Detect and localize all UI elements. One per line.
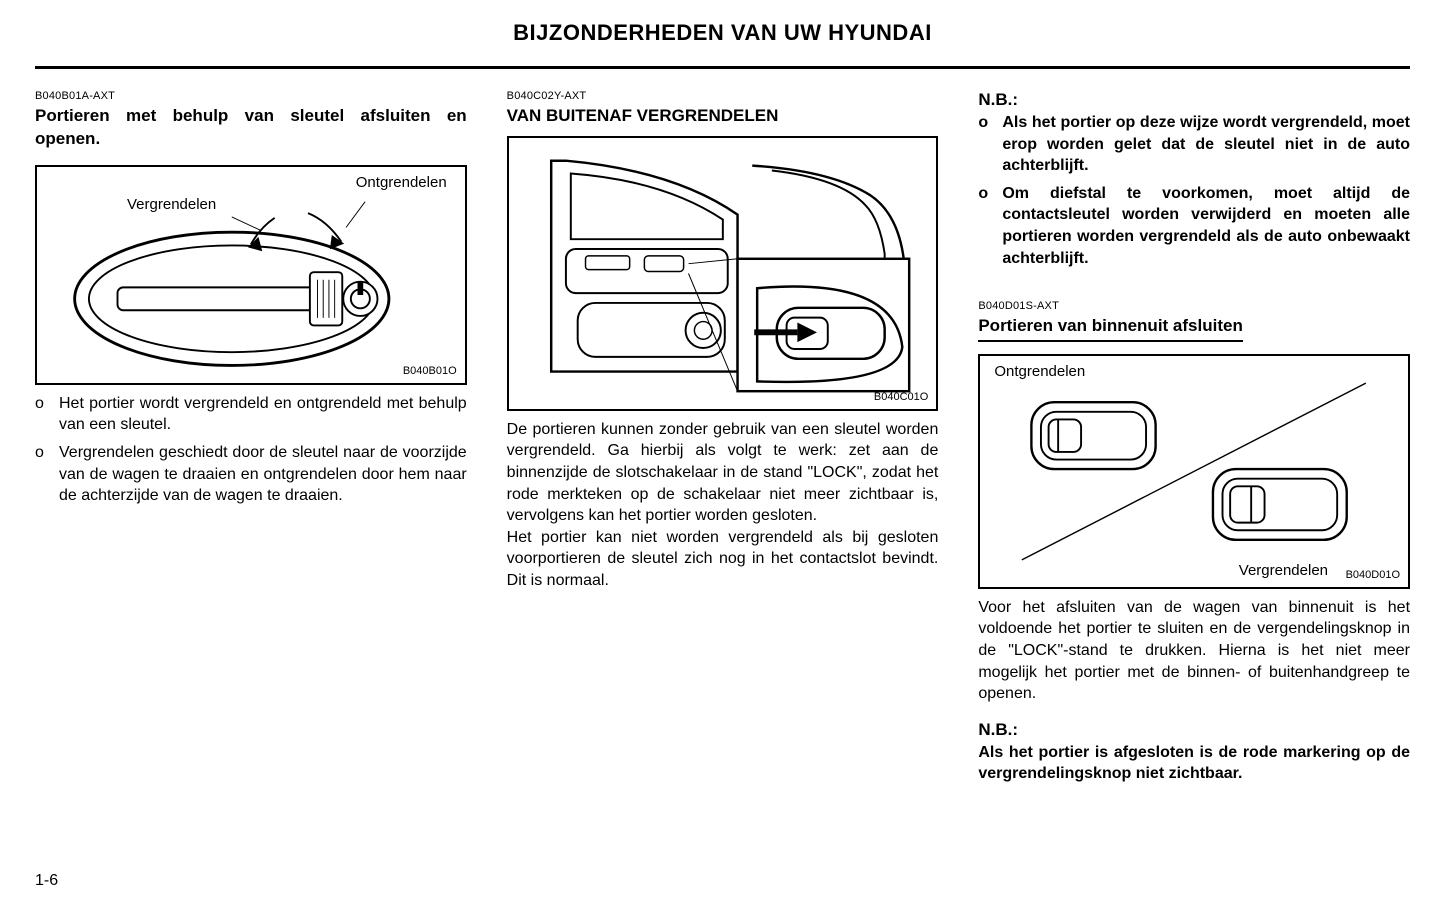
column-1: B040B01A-AXT Portieren met behulp van sl… (35, 89, 467, 785)
figure-1-lock-label: Vergrendelen (127, 195, 216, 215)
bullet-marker: o (978, 183, 992, 269)
column-3: N.B.: o Als het portier op deze wijze wo… (978, 89, 1410, 785)
col1-bullet-2-text: Vergrendelen geschiedt door de sleutel n… (59, 442, 467, 507)
figure-2-box: B040C01O (507, 136, 939, 411)
bullet-marker: o (35, 442, 49, 507)
figure-1-box: Ontgrendelen Vergrendelen (35, 165, 467, 385)
bullet-marker: o (978, 112, 992, 177)
nb2-body: Als het portier is afgesloten is de rode… (978, 742, 1410, 785)
figure-3-box: Ontgrendelen Vergrendelen (978, 354, 1410, 589)
figure-3-svg (988, 364, 1400, 579)
figure-1-code: B040B01O (403, 364, 457, 379)
section-code-2: B040C02Y-AXT (507, 89, 939, 104)
figure-3-code: B040D01O (1346, 568, 1400, 583)
figure-3-lock-label: Vergrendelen (1239, 561, 1328, 581)
section-code-3: B040D01S-AXT (978, 299, 1410, 314)
nb1-label: N.B.: (978, 89, 1410, 112)
col1-bullet-1-text: Het portier wordt vergrendeld en ontgren… (59, 393, 467, 436)
col3-body: Voor het afsluiten van de wagen van binn… (978, 597, 1410, 705)
figure-1-unlock-label: Ontgrendelen (356, 173, 447, 193)
page-title: BIJZONDERHEDEN VAN UW HYUNDAI (35, 20, 1410, 52)
nb1-bullet-1-text: Als het portier op deze wijze wordt verg… (1002, 112, 1410, 177)
figure-2-svg (517, 146, 929, 401)
nb1-bullet-2-text: Om diefstal te voorkomen, moet altijd de… (1002, 183, 1410, 269)
col2-body-2: Het portier kan niet worden vergrendeld … (507, 527, 939, 592)
section-heading-2: VAN BUITENAF VERGRENDELEN (507, 105, 939, 128)
three-column-layout: B040B01A-AXT Portieren met behulp van sl… (35, 89, 1410, 785)
column-2: B040C02Y-AXT VAN BUITENAF VERGRENDELEN (507, 89, 939, 785)
figure-2-code: B040C01O (874, 390, 928, 405)
section-heading-3: Portieren van binnenuit afsluiten (978, 315, 1242, 342)
nb1-bullet-1: o Als het portier op deze wijze wordt ve… (978, 112, 1410, 177)
col1-bullet-1: o Het portier wordt vergrendeld en ontgr… (35, 393, 467, 436)
section-heading-1: Portieren met behulp van sleutel afsluit… (35, 105, 467, 151)
col2-body-1: De portieren kunnen zonder gebruik van e… (507, 419, 939, 527)
section-code-1: B040B01A-AXT (35, 89, 467, 104)
nb1-bullet-2: o Om diefstal te voorkomen, moet altijd … (978, 183, 1410, 269)
col1-bullet-2: o Vergrendelen geschiedt door de sleutel… (35, 442, 467, 507)
title-rule (35, 66, 1410, 69)
figure-1-svg (45, 175, 457, 375)
nb2-label: N.B.: (978, 719, 1410, 742)
figure-3-unlock-label: Ontgrendelen (994, 362, 1085, 382)
bullet-marker: o (35, 393, 49, 436)
page-number: 1-6 (35, 872, 58, 890)
